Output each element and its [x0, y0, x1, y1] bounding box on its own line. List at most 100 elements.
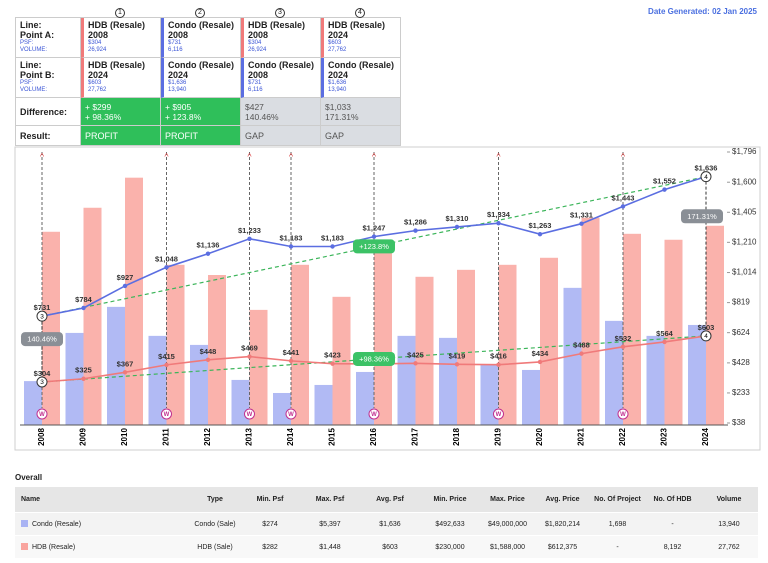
row-label: Difference: [20, 106, 68, 117]
row-label-cell: Line: Point A: PSF: VOLUME: [16, 18, 81, 58]
value-label: $1,247 [363, 224, 386, 233]
data-cell: $612,375 [535, 535, 590, 558]
psf-point [620, 344, 626, 350]
x-tick-label: 2020 [535, 428, 544, 446]
x-tick-label: 2014 [286, 428, 295, 446]
cell-text: $492,633 [435, 520, 465, 528]
point-name: HDB (Resale) [88, 20, 146, 30]
data-cell: $1,448 [300, 535, 360, 558]
header-cell: No. Of Project [590, 487, 645, 513]
x-tick-label: 2016 [369, 428, 378, 446]
data-cell: $603 [360, 535, 420, 558]
y-tick-label: $1,210 [732, 237, 757, 246]
event-caret: ^ [621, 151, 626, 161]
volume-bar [664, 239, 683, 425]
result-cell: PROFIT [161, 126, 241, 146]
value-label: $1,048 [155, 254, 178, 263]
point-name: Condo (Resale) [168, 20, 235, 30]
difference-value: $1,033 [325, 102, 351, 112]
psf-point [579, 221, 584, 226]
row-label: Line: [20, 60, 42, 70]
cell-text: $282 [262, 543, 278, 551]
point-name: Condo (Resale) [328, 60, 395, 70]
difference-cell: + $905 + 123.8% [161, 98, 241, 126]
point-cell: HDB (Resale) 2008 $304 26,924 [241, 18, 321, 58]
row-label: VOLUME: [20, 47, 48, 53]
color-swatch [21, 520, 28, 527]
comparison-table: Line: Point A: PSF: VOLUME: Line: Point B: PSF… [15, 17, 401, 146]
cell-text: HDB (Sale) [197, 543, 233, 551]
x-tick-label: 2021 [577, 428, 586, 446]
volume-bar [563, 287, 582, 425]
difference-cell: $427 140.46% [241, 98, 321, 126]
psf-point [81, 376, 86, 381]
point-marker [36, 376, 48, 388]
psf-point [164, 265, 169, 270]
psf-point [579, 351, 584, 356]
header-cell: Type [190, 487, 240, 513]
y-tick-label: $1,014 [732, 268, 757, 277]
point-year: 2008 [248, 70, 269, 80]
value-label: $1,310 [446, 214, 469, 223]
x-tick-label: 2023 [660, 428, 669, 446]
point-psf: $1,636 [168, 80, 187, 86]
value-label: $441 [283, 348, 300, 357]
header-cell: Min. Psf [240, 487, 300, 513]
annotation-badge [681, 209, 723, 224]
cell-text: HDB (Resale) [32, 544, 76, 551]
cell-text: 13,940 [718, 520, 740, 528]
volume-bar [522, 369, 540, 425]
data-cell: 1,698 [590, 512, 645, 536]
value-label: $1,552 [653, 177, 676, 186]
event-marker [493, 408, 504, 420]
data-cell: $1,820,214 [535, 512, 590, 536]
psf-point [454, 362, 460, 367]
y-tick-label: $1,796 [732, 147, 757, 156]
point-name: HDB (Resale) [248, 20, 306, 30]
point-marker [36, 310, 48, 322]
event-caret: ^ [372, 151, 377, 161]
point-marker-label: 4 [704, 174, 708, 181]
x-tick-label: 2010 [120, 428, 129, 446]
data-cell: $492,633 [420, 512, 480, 536]
value-label: $434 [532, 349, 550, 358]
annotation-badge [21, 332, 63, 347]
event-label: W [371, 412, 377, 418]
volume-bar [332, 296, 351, 425]
x-tick-label: 2012 [203, 428, 212, 446]
data-cell: 27,762 [700, 535, 758, 558]
value-label: $564 [656, 329, 674, 338]
cell-text: $1,820,214 [544, 520, 581, 528]
x-tick-label: 2015 [328, 428, 337, 446]
result-value: PROFIT [165, 130, 198, 141]
volume-bar [249, 309, 268, 425]
y-tick-label: $624 [732, 328, 750, 337]
value-label: $1,263 [529, 221, 552, 230]
value-label: $1,233 [238, 226, 261, 235]
volume-bar [374, 249, 392, 425]
value-label: $927 [117, 273, 134, 282]
annotation-text: +98.36% [359, 354, 389, 363]
value-label: $469 [241, 344, 258, 353]
point-psf: $304 [248, 40, 262, 46]
value-label: $1,334 [487, 210, 511, 219]
y-tick-label: $233 [732, 388, 750, 397]
cell-text: - [671, 520, 674, 528]
event-label: W [620, 412, 626, 418]
cell-text: $1,636 [379, 520, 401, 528]
psf-point [454, 224, 460, 230]
point-volume: 13,940 [168, 87, 187, 93]
row-label: PSF: [20, 80, 34, 86]
value-label: $1,183 [280, 233, 303, 242]
cell-text: Condo (Resale) [32, 521, 82, 528]
point-marker-label: 4 [704, 333, 708, 340]
volume-bar [457, 269, 475, 425]
psf-point [330, 244, 335, 249]
row-label-cell: Result: [16, 126, 81, 146]
point-cell: HDB (Resale) 2024 $603 27,762 [321, 18, 401, 58]
value-label: $1,443 [612, 193, 635, 202]
date-generated: Date Generated: 02 Jan 2025 [648, 7, 757, 16]
psf-point [81, 305, 86, 311]
cell-text: $5,397 [319, 520, 341, 528]
